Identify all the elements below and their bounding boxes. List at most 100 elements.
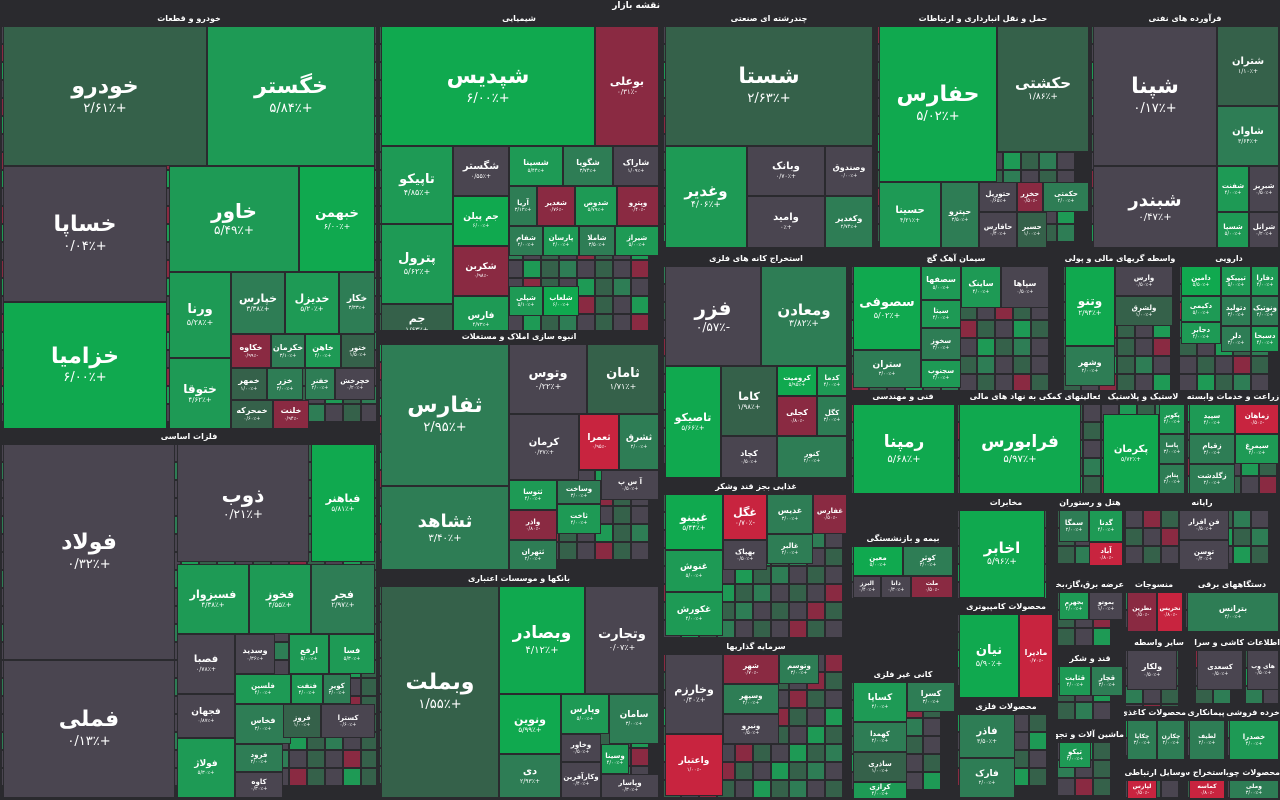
minor-symbol-tile[interactable]: [825, 762, 843, 780]
minor-symbol-tile[interactable]: [631, 524, 649, 542]
stock-tile[interactable]: کهمدا +۲/۰۰٪: [853, 722, 907, 752]
minor-symbol-tile[interactable]: [631, 748, 649, 766]
stock-tile[interactable]: بوعلی -۰/۳۱٪: [595, 26, 659, 146]
stock-tile[interactable]: وتنو +۲/۹۴٪: [1065, 266, 1115, 346]
minor-symbol-tile[interactable]: [1013, 356, 1031, 374]
stock-tile[interactable]: سصفها +۵/۰۰٪: [921, 266, 961, 300]
minor-symbol-tile[interactable]: [753, 762, 771, 780]
minor-symbol-tile[interactable]: [1251, 374, 1269, 391]
stock-tile[interactable]: ستران +۳/۰۰٪: [853, 350, 921, 388]
minor-symbol-tile[interactable]: [1143, 528, 1161, 546]
stock-tile[interactable]: کسعدی +۰/۵۰٪: [1197, 650, 1243, 690]
stock-tile[interactable]: دجابر +۴/۰۰٪: [1181, 322, 1221, 344]
stock-tile[interactable]: فسبزوار +۴/۳۸٪: [177, 564, 249, 634]
minor-symbol-tile[interactable]: [325, 750, 343, 768]
minor-symbol-tile[interactable]: [1013, 320, 1031, 338]
minor-symbol-tile[interactable]: [1233, 528, 1251, 546]
minor-symbol-tile[interactable]: [789, 602, 807, 620]
stock-tile[interactable]: شدوص +۵/۷۹٪: [575, 186, 617, 226]
minor-symbol-tile[interactable]: [523, 260, 541, 278]
stock-tile[interactable]: وخارزم +۰/۴۰٪: [665, 654, 723, 734]
minor-symbol-tile[interactable]: [977, 374, 995, 391]
stock-tile[interactable]: ثاخت +۴/۰۰٪: [557, 504, 601, 534]
stock-tile[interactable]: خصدرا +۴/۰۰٪: [1229, 720, 1279, 760]
minor-symbol-tile[interactable]: [1057, 628, 1075, 646]
minor-symbol-tile[interactable]: [1013, 338, 1031, 356]
stock-tile[interactable]: فن افزار +۰/۵۰٪: [1179, 510, 1229, 540]
stock-tile[interactable]: کرازی +۴/۰۰٪: [853, 782, 907, 799]
stock-tile[interactable]: نطرین -۰/۵۰٪: [1127, 592, 1157, 632]
minor-symbol-tile[interactable]: [1215, 356, 1233, 374]
stock-tile[interactable]: کاما +۱/۹۸٪: [721, 366, 777, 436]
minor-symbol-tile[interactable]: [577, 278, 595, 296]
minor-symbol-tile[interactable]: [959, 320, 977, 338]
minor-symbol-tile[interactable]: [361, 750, 377, 768]
stock-tile[interactable]: ذوب +۰/۲۱٪: [177, 444, 309, 562]
stock-tile[interactable]: ثامان +۱/۷۱٪: [587, 344, 659, 414]
stock-tile[interactable]: شاملا +۳/۵۰٪: [579, 226, 615, 256]
minor-symbol-tile[interactable]: [1125, 546, 1143, 564]
stock-tile[interactable]: حفارس +۵/۰۲٪: [879, 26, 997, 182]
minor-symbol-tile[interactable]: [541, 260, 559, 278]
minor-symbol-tile[interactable]: [1093, 702, 1111, 720]
minor-symbol-tile[interactable]: [807, 762, 825, 780]
minor-symbol-tile[interactable]: [1135, 338, 1153, 356]
stock-tile[interactable]: خپارس +۳/۳۸٪: [231, 272, 285, 334]
stock-tile[interactable]: شپلی +۵/۱۰٪: [509, 286, 543, 316]
minor-symbol-tile[interactable]: [1259, 476, 1277, 494]
stock-tile[interactable]: فباهنر +۵/۸۱٪: [311, 444, 375, 562]
stock-tile[interactable]: فرود +۲/۰۰٪: [235, 744, 283, 772]
minor-symbol-tile[interactable]: [325, 768, 343, 786]
stock-tile[interactable]: واذر -۰/۸۰٪: [509, 510, 557, 540]
stock-tile[interactable]: فصبا +۰/۷۸٪: [177, 634, 235, 694]
minor-symbol-tile[interactable]: [825, 708, 843, 726]
stock-tile[interactable]: سخوز +۳/۰۰٪: [921, 328, 961, 360]
stock-tile[interactable]: ونیرو +۰/۵۰٪: [723, 714, 779, 744]
minor-symbol-tile[interactable]: [825, 566, 843, 584]
stock-tile[interactable]: خساپا +۰/۰۴٪: [3, 166, 167, 302]
stock-tile[interactable]: دتولید +۳/۰۰٪: [1221, 296, 1251, 326]
minor-symbol-tile[interactable]: [1117, 338, 1135, 356]
minor-symbol-tile[interactable]: [595, 260, 613, 278]
stock-tile[interactable]: البرز +۰/۴۰٪: [853, 576, 881, 598]
stock-tile[interactable]: ورنا +۵/۲۸٪: [169, 272, 231, 358]
minor-symbol-tile[interactable]: [789, 620, 807, 638]
minor-symbol-tile[interactable]: [361, 678, 377, 696]
minor-symbol-tile[interactable]: [613, 296, 631, 314]
minor-symbol-tile[interactable]: [923, 718, 941, 736]
stock-tile[interactable]: فولاد +۰/۳۲٪: [3, 444, 175, 660]
minor-symbol-tile[interactable]: [1117, 374, 1135, 391]
minor-symbol-tile[interactable]: [977, 356, 995, 374]
stock-tile[interactable]: حکمتی +۲/۰۰٪: [1043, 182, 1089, 212]
stock-tile[interactable]: چکارن +۲/۰۰٪: [1157, 720, 1185, 760]
minor-symbol-tile[interactable]: [789, 584, 807, 602]
stock-tile[interactable]: ولکار +۰/۵۰٪: [1127, 650, 1177, 690]
minor-symbol-tile[interactable]: [807, 584, 825, 602]
stock-tile[interactable]: وتوسم +۳/۰۰٪: [779, 654, 819, 684]
stock-tile[interactable]: ختور +۱/۵۰٪: [341, 334, 375, 368]
stock-tile[interactable]: خبهمن +۶/۰۰٪: [299, 166, 375, 272]
stock-tile[interactable]: ساینک +۴/۰۰٪: [961, 266, 1001, 308]
minor-symbol-tile[interactable]: [1197, 356, 1215, 374]
minor-symbol-tile[interactable]: [559, 260, 577, 278]
minor-symbol-tile[interactable]: [923, 736, 941, 754]
stock-tile[interactable]: غالبر +۲/۰۰٪: [767, 534, 813, 564]
stock-tile[interactable]: وبانک +۰/۷۰٪: [747, 146, 825, 196]
minor-symbol-tile[interactable]: [1143, 546, 1161, 564]
stock-tile[interactable]: آریا +۳/۱۲٪: [509, 186, 537, 226]
stock-tile[interactable]: سیمرغ +۴/۰۰٪: [1235, 434, 1279, 464]
minor-symbol-tile[interactable]: [789, 744, 807, 762]
stock-tile[interactable]: وسپهر +۲/۰۰٪: [723, 684, 779, 714]
stock-tile[interactable]: سیتا +۴/۰۰٪: [921, 300, 961, 328]
stock-tile[interactable]: شسینا +۵/۴۴٪: [509, 146, 563, 186]
minor-symbol-tile[interactable]: [1125, 510, 1143, 528]
minor-symbol-tile[interactable]: [753, 744, 771, 762]
minor-symbol-tile[interactable]: [1135, 374, 1153, 391]
minor-symbol-tile[interactable]: [735, 584, 753, 602]
minor-symbol-tile[interactable]: [1031, 374, 1049, 391]
stock-tile[interactable]: فروز +۱/۰۰٪: [283, 704, 321, 738]
stock-tile[interactable]: ختوقا +۴/۶۲٪: [169, 358, 231, 429]
minor-symbol-tile[interactable]: [343, 404, 361, 422]
minor-symbol-tile[interactable]: [1057, 224, 1075, 242]
minor-symbol-tile[interactable]: [735, 744, 753, 762]
